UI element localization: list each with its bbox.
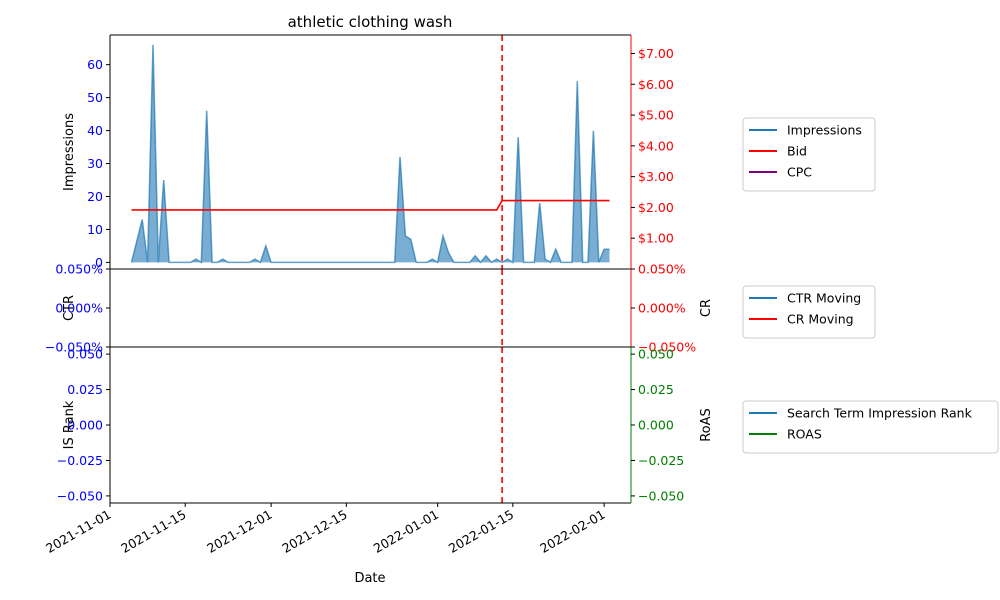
left-axis-label: CTR [62, 295, 77, 321]
legend-label: Search Term Impression Rank [787, 406, 973, 421]
legend-label: CR Moving [787, 312, 854, 327]
legend-middle: CTR Moving CR Moving [742, 285, 876, 339]
left-tick-label: 40 [87, 123, 103, 138]
right-tick-label: 0.000% [638, 301, 686, 316]
right-tick-label: $3.00 [638, 169, 674, 184]
left-tick-label: 0.050 [67, 347, 103, 362]
left-tick-label: −0.050% [45, 340, 103, 355]
right-tick-label: $5.00 [638, 108, 674, 123]
x-axis-label: Date [354, 571, 385, 586]
legend-bottom: Search Term Impression Rank ROAS [742, 400, 999, 454]
right-tick-label: $2.00 [638, 200, 674, 215]
panel-top: 0 10 20 30 40 50 60 $1.00 $2.00 $3.00 $4.00 $5.00 $6… [62, 34, 674, 270]
legend-label: Bid [787, 144, 807, 159]
panel-middle: −0.050% 0.000% 0.050% −0.050% 0.000% 0.050% CT… [45, 262, 714, 355]
legend-top: Impressions Bid CPC [742, 117, 876, 192]
panel-bottom: −0.050 −0.025 0.000 0.025 0.050 −0.050 −0.025 0… [57, 346, 714, 504]
left-axis-label: IS Rank [62, 400, 77, 449]
left-tick-label: 0 [95, 255, 103, 270]
x-axis: 2021-11-01 2021-11-15 2021-12-01 2021-12-15… [43, 503, 608, 556]
right-tick-label: $1.00 [638, 231, 674, 246]
left-tick-label: 0.000 [67, 418, 103, 433]
left-axis-label: Impressions [62, 113, 77, 191]
legend-label: CPC [787, 165, 812, 180]
left-tick-label: 0.000% [55, 301, 103, 316]
right-axis-label: CR [699, 299, 714, 317]
right-tick-label: −0.050 [638, 488, 684, 503]
chart-title: athletic clothing wash [288, 13, 453, 31]
legend-label: ROAS [787, 427, 822, 442]
right-tick-label: 0.025 [638, 382, 674, 397]
series-bid-line [131, 199, 610, 211]
left-tick-label: 0.050% [55, 262, 103, 277]
left-tick-label: −0.025 [57, 453, 103, 468]
legend-box [742, 400, 999, 454]
series-impressions-line [130, 44, 610, 264]
x-tick-label: 2021-12-15 [279, 507, 349, 556]
x-tick-label: 2022-01-15 [446, 507, 516, 556]
right-tick-label: 0.050 [638, 347, 674, 362]
legend-label: CTR Moving [787, 291, 861, 306]
right-tick-label: 0.000 [638, 418, 674, 433]
right-tick-label: $7.00 [638, 46, 674, 61]
left-tick-label: 50 [87, 90, 103, 105]
x-tick-label: 2021-12-01 [204, 507, 274, 556]
x-tick-label: 2021-11-01 [43, 507, 113, 556]
left-tick-label: 20 [87, 189, 103, 204]
legend-label: Impressions [787, 123, 862, 138]
right-tick-label: $6.00 [638, 77, 674, 92]
x-tick-label: 2021-11-15 [118, 507, 188, 556]
right-tick-label: −0.050% [638, 340, 696, 355]
left-tick-label: −0.050 [57, 488, 103, 503]
left-tick-label: 30 [87, 156, 103, 171]
right-tick-label: $4.00 [638, 138, 674, 153]
x-tick-label: 2022-02-01 [537, 507, 607, 556]
left-tick-label: 10 [87, 222, 103, 237]
right-tick-label: 0.050% [638, 262, 686, 277]
left-tick-label: 60 [87, 57, 103, 72]
left-tick-label: 0.025 [67, 382, 103, 397]
right-axis-label: RoAS [699, 408, 714, 442]
right-tick-label: −0.025 [638, 453, 684, 468]
x-tick-label: 2022-01-01 [371, 507, 441, 556]
